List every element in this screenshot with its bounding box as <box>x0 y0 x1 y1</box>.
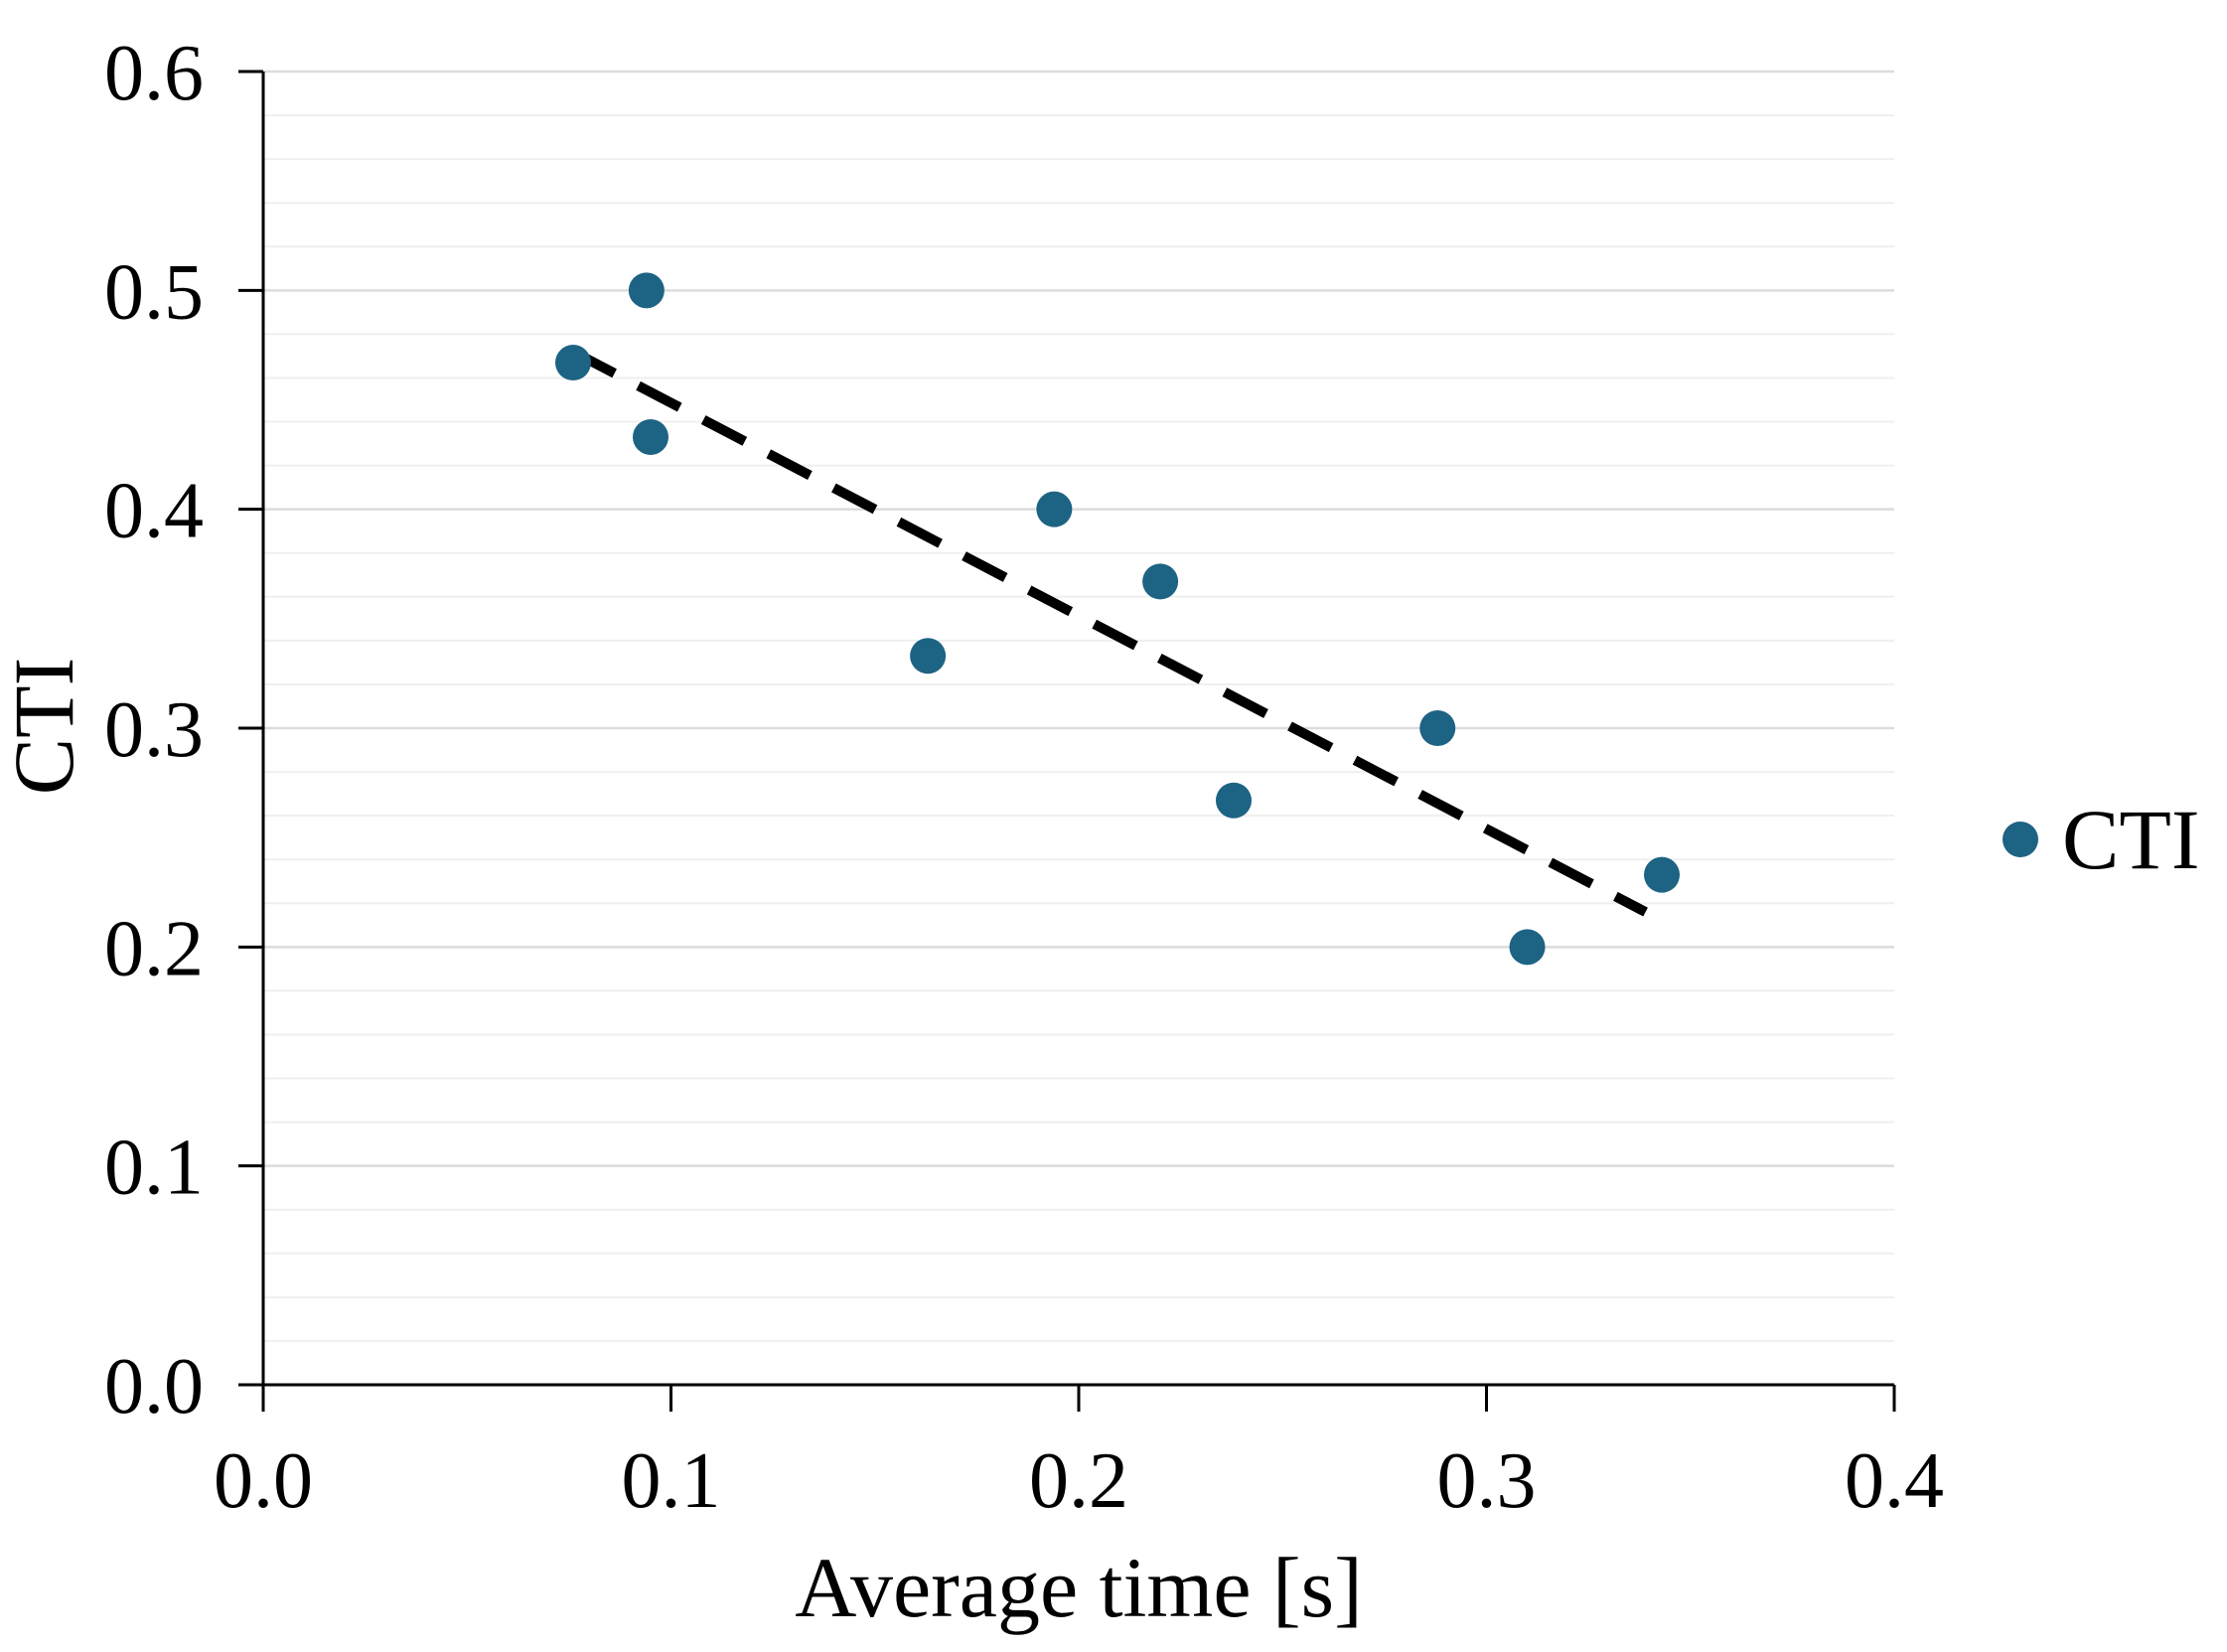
scatter-point <box>1419 710 1456 746</box>
y-tick-label: 0.6 <box>104 30 204 117</box>
y-tick-label: 0.4 <box>104 468 204 555</box>
scatter-point <box>910 638 947 675</box>
y-tick-label: 0.0 <box>104 1343 204 1430</box>
y-axis-title: CTI <box>0 657 91 796</box>
legend: CTI <box>2003 797 2200 882</box>
scatter-point <box>1036 491 1073 527</box>
y-tick-label: 0.2 <box>104 905 204 992</box>
y-tick-label: 0.1 <box>104 1125 204 1212</box>
y-tick-label: 0.3 <box>104 686 204 774</box>
y-tick-label: 0.5 <box>104 248 204 336</box>
x-tick-label: 0.2 <box>1029 1437 1128 1525</box>
scatter-point <box>1644 856 1681 893</box>
x-tick-label: 0.4 <box>1845 1437 1944 1525</box>
scatter-point <box>1142 563 1179 600</box>
scatter-point <box>632 418 668 455</box>
legend-label: CTI <box>2062 792 2200 887</box>
scatter-point <box>1215 782 1252 819</box>
scatter-point <box>554 345 591 381</box>
scatter-point <box>628 272 665 309</box>
x-axis-title: Average time [s] <box>795 1540 1363 1635</box>
x-tick-label: 0.0 <box>214 1437 313 1525</box>
x-tick-label: 0.1 <box>622 1437 721 1525</box>
x-tick-label: 0.3 <box>1437 1437 1537 1525</box>
legend-marker-dot <box>2003 822 2038 857</box>
scatter-point <box>1509 929 1546 966</box>
trend-line <box>570 347 1648 917</box>
